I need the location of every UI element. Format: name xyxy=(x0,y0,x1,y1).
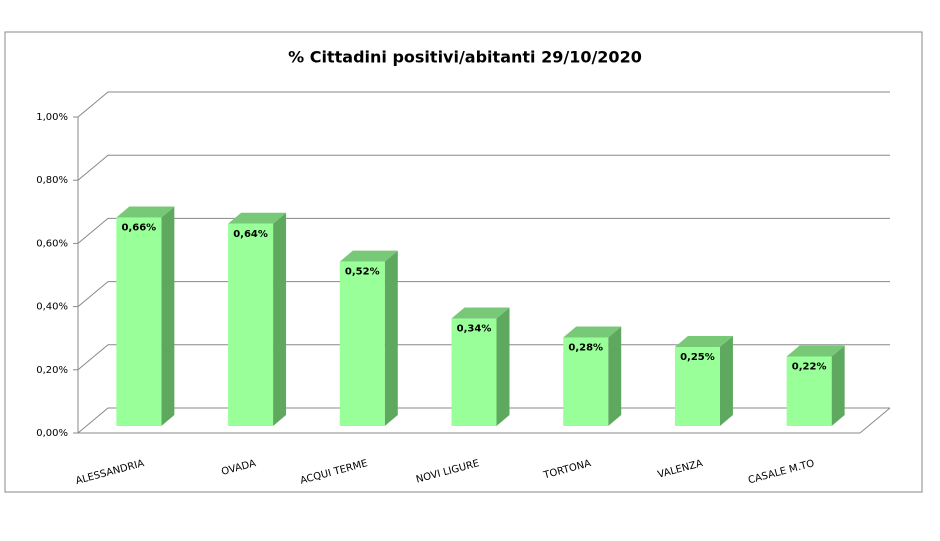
chart-title: % Cittadini positivi/abitanti 29/10/2020 xyxy=(288,48,642,67)
bar xyxy=(674,347,720,426)
bar-top xyxy=(451,307,510,319)
bar-side xyxy=(496,307,510,426)
bar-side xyxy=(273,212,287,426)
bar-side xyxy=(384,250,398,426)
value-label: 0,34% xyxy=(457,324,492,335)
bar xyxy=(563,337,609,426)
bar xyxy=(339,261,385,426)
bar xyxy=(116,217,162,426)
y-tick-label: 0,20% xyxy=(36,365,68,376)
bar-side xyxy=(608,326,622,426)
floor-edge xyxy=(859,407,891,434)
bar xyxy=(228,223,274,426)
bar-top xyxy=(786,345,845,357)
y-tick-label: 0,60% xyxy=(36,238,68,249)
grid-line xyxy=(77,217,890,244)
value-label: 0,25% xyxy=(680,352,715,363)
bar xyxy=(786,356,832,426)
value-label: 0,28% xyxy=(568,343,603,354)
bar-side xyxy=(161,206,175,426)
bar-top xyxy=(116,206,175,218)
grid-line xyxy=(77,281,890,307)
bar-top xyxy=(563,326,622,338)
y-tick-label: 1,00% xyxy=(36,112,68,123)
value-label: 0,66% xyxy=(122,222,157,233)
bar-top xyxy=(339,250,398,262)
grid-line xyxy=(77,344,890,371)
y-tick-label: 0,00% xyxy=(36,428,68,439)
bar-top xyxy=(228,212,287,224)
grid-line xyxy=(77,91,890,118)
y-tick-label: 0,80% xyxy=(36,175,68,186)
value-label: 0,22% xyxy=(792,361,827,372)
value-label: 0,64% xyxy=(233,229,268,240)
grid-line xyxy=(77,154,890,181)
value-label: 0,52% xyxy=(345,267,380,278)
bar xyxy=(451,318,497,426)
grid-line xyxy=(77,407,890,434)
y-tick-label: 0,40% xyxy=(36,302,68,313)
bar-top xyxy=(674,336,733,347)
bar-side xyxy=(831,345,845,426)
bar-side xyxy=(719,336,733,426)
